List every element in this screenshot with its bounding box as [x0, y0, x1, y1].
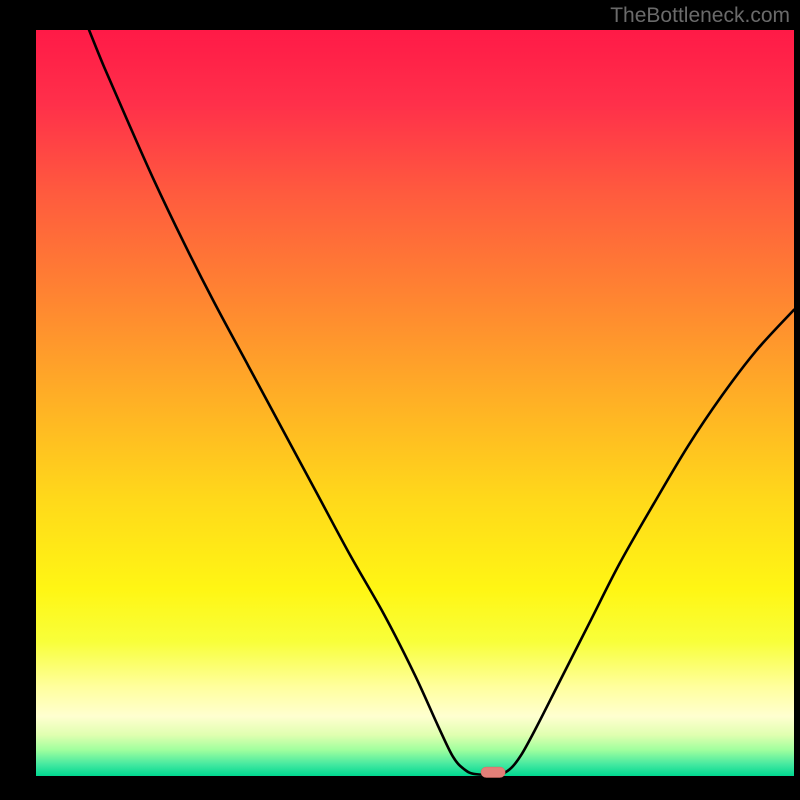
- chart-stage: TheBottleneck.com: [0, 0, 800, 800]
- chart-svg: [0, 0, 800, 800]
- bottleneck-chart: [0, 0, 800, 800]
- optimal-marker: [481, 767, 505, 777]
- watermark-text: TheBottleneck.com: [610, 4, 790, 28]
